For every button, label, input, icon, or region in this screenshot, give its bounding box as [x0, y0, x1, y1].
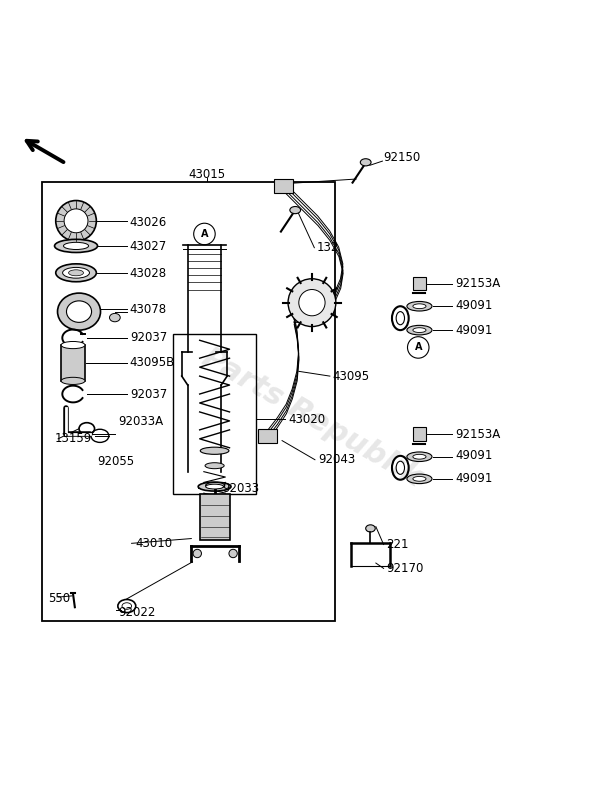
Text: 92022: 92022: [118, 606, 155, 618]
Text: 92037: 92037: [130, 331, 167, 344]
Ellipse shape: [55, 239, 98, 253]
Text: 49091: 49091: [455, 449, 493, 462]
Circle shape: [299, 290, 325, 316]
Text: 550: 550: [48, 592, 70, 605]
Bar: [413, 427, 426, 441]
Circle shape: [193, 550, 202, 558]
Bar: [413, 277, 426, 290]
Text: 43027: 43027: [130, 240, 167, 253]
Text: 92170: 92170: [386, 562, 424, 575]
Ellipse shape: [56, 264, 97, 282]
Ellipse shape: [407, 326, 432, 335]
Ellipse shape: [62, 267, 89, 278]
Ellipse shape: [407, 302, 432, 311]
Text: 92153A: 92153A: [455, 277, 500, 290]
Ellipse shape: [61, 342, 85, 349]
Ellipse shape: [413, 304, 426, 309]
Text: 92055: 92055: [97, 455, 134, 468]
Circle shape: [229, 550, 237, 558]
Ellipse shape: [407, 452, 432, 462]
Bar: [274, 179, 293, 194]
Ellipse shape: [290, 206, 301, 214]
Text: 92153A: 92153A: [455, 427, 500, 441]
Ellipse shape: [407, 474, 432, 484]
Ellipse shape: [413, 328, 426, 333]
Ellipse shape: [61, 378, 85, 385]
Ellipse shape: [64, 242, 89, 250]
Text: 92033A: 92033A: [118, 415, 163, 428]
Text: 132: 132: [317, 242, 339, 254]
Text: 43010: 43010: [136, 537, 173, 550]
Ellipse shape: [396, 312, 404, 325]
Bar: [61, 345, 85, 381]
Ellipse shape: [361, 158, 371, 166]
Ellipse shape: [109, 314, 120, 322]
Circle shape: [64, 209, 88, 233]
Ellipse shape: [365, 525, 375, 532]
Text: 92033: 92033: [223, 482, 259, 495]
Text: A: A: [200, 229, 208, 239]
Bar: [42, 182, 335, 621]
Ellipse shape: [58, 293, 101, 330]
Text: 43020: 43020: [288, 413, 325, 426]
Text: 43095B: 43095B: [130, 357, 175, 370]
Ellipse shape: [396, 462, 404, 474]
Ellipse shape: [413, 454, 426, 459]
Ellipse shape: [206, 482, 225, 488]
Text: 43028: 43028: [130, 267, 167, 281]
Text: 13159: 13159: [55, 432, 92, 446]
Text: 43095: 43095: [333, 370, 370, 382]
Text: 92150: 92150: [383, 151, 421, 164]
Ellipse shape: [413, 477, 426, 482]
Text: 221: 221: [386, 538, 409, 551]
Ellipse shape: [198, 482, 231, 491]
Text: 43078: 43078: [130, 302, 167, 316]
Ellipse shape: [206, 484, 224, 489]
Text: 92037: 92037: [130, 387, 167, 401]
Text: 49091: 49091: [455, 472, 493, 486]
Bar: [257, 429, 277, 443]
Ellipse shape: [200, 447, 229, 454]
Text: 43015: 43015: [189, 168, 226, 181]
Bar: [173, 334, 256, 494]
Ellipse shape: [205, 462, 224, 469]
Text: 49091: 49091: [455, 324, 493, 337]
Circle shape: [56, 201, 97, 241]
Circle shape: [288, 278, 336, 326]
Text: Parts Republik: Parts Republik: [197, 343, 427, 493]
Ellipse shape: [68, 270, 83, 276]
Text: 43026: 43026: [130, 215, 167, 229]
Bar: [200, 494, 230, 540]
Ellipse shape: [67, 301, 92, 322]
Text: 92043: 92043: [318, 454, 355, 466]
Text: A: A: [415, 342, 422, 353]
Text: 49091: 49091: [455, 299, 493, 312]
